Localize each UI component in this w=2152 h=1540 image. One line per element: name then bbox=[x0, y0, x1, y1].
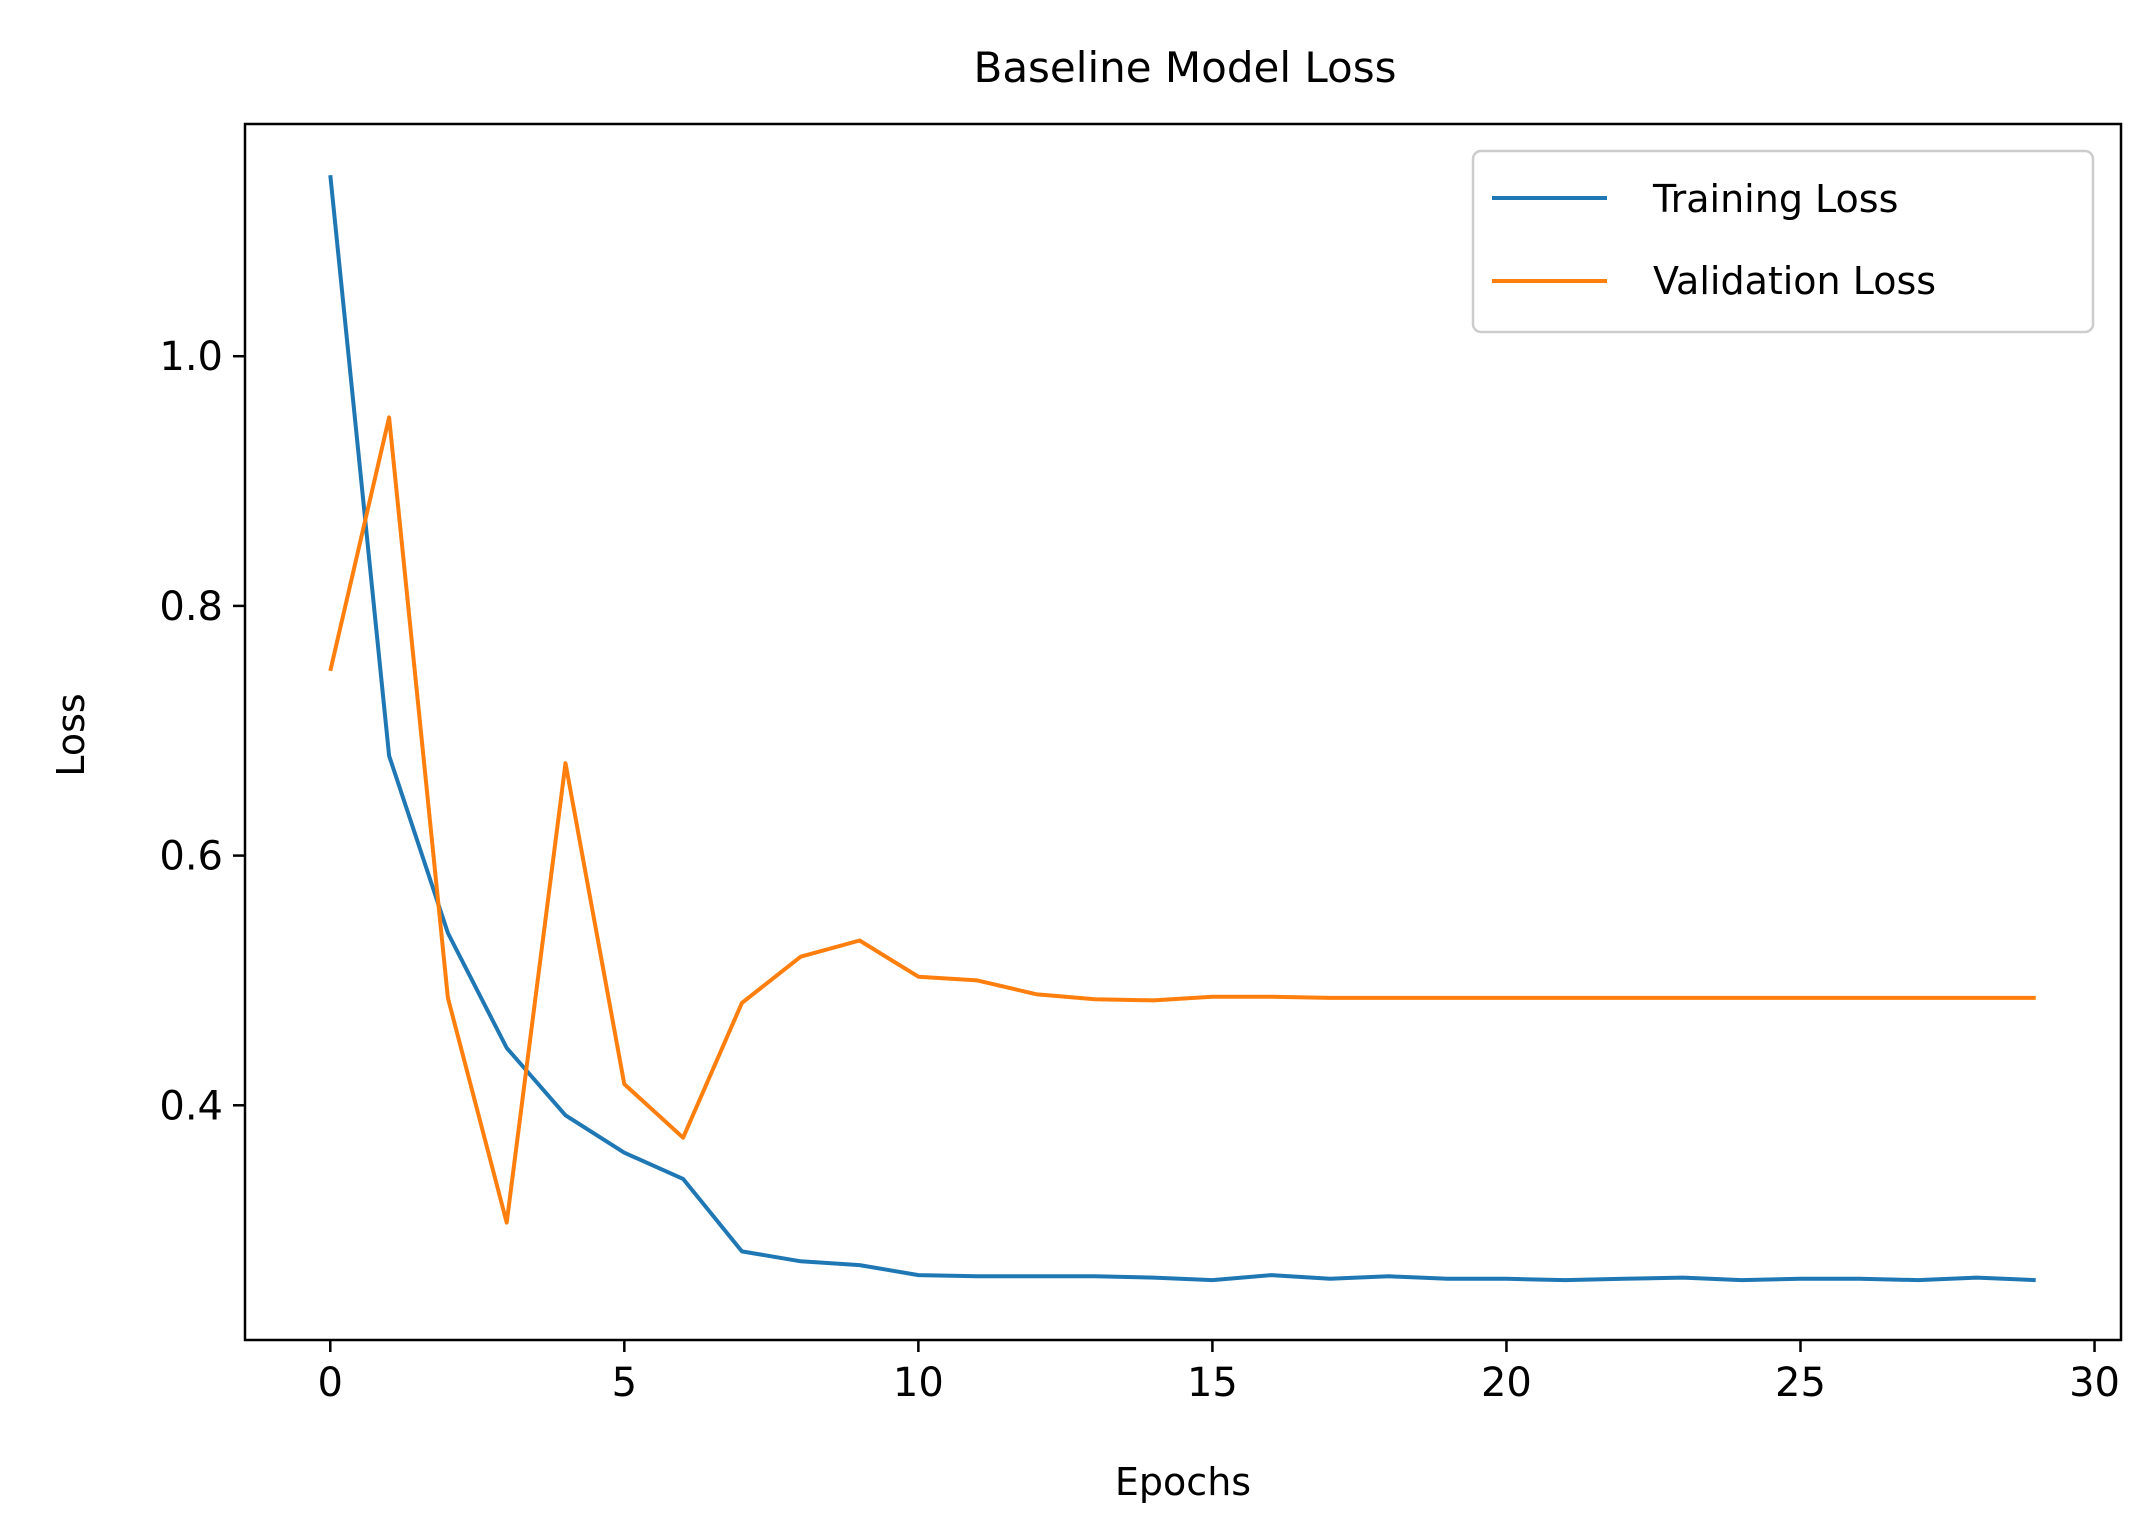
series-line-training-loss bbox=[328, 174, 2036, 1283]
x-tick-label: 15 bbox=[1187, 1360, 1238, 1406]
y-tick-label: 1.0 bbox=[159, 334, 223, 380]
x-tick-label: 5 bbox=[612, 1360, 637, 1406]
series-line-validation-loss bbox=[328, 415, 2036, 1225]
y-tick-label: 0.8 bbox=[159, 584, 223, 630]
x-tick-label: 20 bbox=[1481, 1360, 1532, 1406]
x-tick-label: 30 bbox=[2069, 1360, 2120, 1406]
x-tick-label: 0 bbox=[318, 1360, 343, 1406]
plot-area bbox=[328, 174, 2036, 1283]
y-axis-label: Loss bbox=[49, 693, 93, 776]
legend: Training Loss Validation Loss bbox=[1471, 149, 2095, 334]
x-tick-label: 10 bbox=[893, 1360, 944, 1406]
x-axis-ticks: 0 5 10 15 20 25 30 bbox=[318, 1340, 2120, 1406]
legend-box bbox=[1471, 149, 2095, 334]
chart-title: Baseline Model Loss bbox=[974, 43, 1397, 92]
y-axis-ticks: 0.4 0.6 0.8 1.0 bbox=[159, 334, 245, 1129]
x-tick-label: 25 bbox=[1775, 1360, 1826, 1406]
legend-label-training: Training Loss bbox=[1652, 177, 1898, 221]
y-tick-label: 0.4 bbox=[159, 1083, 223, 1129]
legend-label-validation: Validation Loss bbox=[1653, 259, 1936, 303]
plot-frame bbox=[243, 122, 2123, 1342]
x-axis-label: Epochs bbox=[1115, 1460, 1251, 1504]
y-tick-label: 0.6 bbox=[159, 834, 223, 880]
